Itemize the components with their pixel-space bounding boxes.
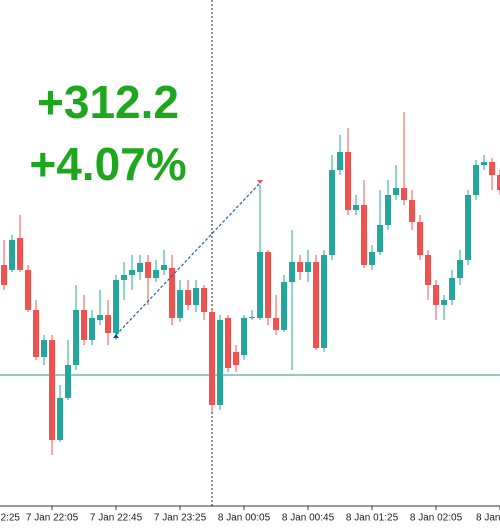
candle-body (353, 205, 359, 210)
x-tick-label: 8 Jan 00:05 (218, 513, 271, 524)
candle-body (137, 263, 143, 272)
candle-body (41, 340, 47, 357)
candle-body (281, 282, 287, 330)
entry-marker (113, 334, 119, 338)
candle-body (425, 255, 431, 285)
candle-body (177, 290, 183, 318)
candle-body (233, 352, 239, 365)
candle-body (153, 270, 159, 278)
exit-marker (257, 180, 263, 184)
candle-body (273, 318, 279, 330)
candle-body (441, 300, 447, 305)
candle-body (33, 310, 39, 357)
candle-body (73, 310, 79, 365)
candle-body (225, 318, 231, 368)
candle-body (409, 200, 415, 222)
candle-body (473, 165, 479, 195)
candle-body (489, 162, 495, 175)
candle-body (193, 288, 199, 305)
x-tick-label: 8 Jan 00:45 (282, 513, 335, 524)
candle-body (417, 222, 423, 255)
candle-body (17, 238, 23, 270)
candle-body (209, 312, 215, 405)
candle-body (89, 318, 95, 340)
candle-body (457, 260, 463, 278)
candle-body (305, 262, 311, 272)
candle-body (481, 162, 487, 165)
trade-line (115, 182, 261, 336)
candle-body (169, 268, 175, 318)
x-tick-label: 8 Jan 02:05 (410, 513, 463, 524)
candle-body (337, 152, 343, 170)
candle-body (449, 278, 455, 300)
candle-body (201, 288, 207, 312)
candle-body (25, 270, 31, 310)
candle-body (257, 252, 263, 318)
candle-body (385, 195, 391, 225)
candle-body (313, 262, 319, 348)
candle-body (217, 320, 223, 405)
profit-points: +312.2 (37, 76, 179, 128)
candle-body (265, 252, 271, 318)
candle-body (161, 265, 167, 270)
candle-body (241, 318, 247, 355)
candle-body (185, 290, 191, 305)
candle-body (65, 365, 71, 398)
candle-body (393, 188, 399, 195)
candle-body (369, 252, 375, 265)
candle-body (321, 255, 327, 348)
x-tick-label: 2:25 (1, 513, 21, 524)
candle-body (97, 315, 103, 320)
candle-body (377, 225, 383, 252)
candle-body (329, 170, 335, 255)
candle-body (1, 265, 7, 285)
candle-body (121, 275, 127, 280)
x-tick-label: 7 Jan 23:25 (154, 513, 207, 524)
candle-body (9, 240, 15, 270)
x-tick-label: 8 Jan 2 (476, 513, 500, 524)
candle-body (289, 262, 295, 282)
candle-body (145, 262, 151, 278)
candle-body (297, 262, 303, 272)
profit-percent: +4.07% (29, 138, 186, 190)
candle-body (361, 205, 367, 265)
candle-body (433, 285, 439, 305)
candle-body (401, 188, 407, 200)
candle-body (497, 175, 500, 190)
candle-body (49, 340, 55, 440)
candle-body (105, 315, 111, 333)
x-tick-label: 7 Jan 22:05 (26, 513, 79, 524)
candle-body (465, 195, 471, 260)
candle-body (81, 310, 87, 340)
candle-body (345, 152, 351, 210)
x-tick-label: 8 Jan 01:25 (346, 513, 399, 524)
candle-body (113, 280, 119, 333)
x-tick-label: 7 Jan 22:45 (90, 513, 143, 524)
candle-body (129, 270, 135, 275)
candle-body (57, 398, 63, 440)
candle-body (249, 317, 255, 318)
